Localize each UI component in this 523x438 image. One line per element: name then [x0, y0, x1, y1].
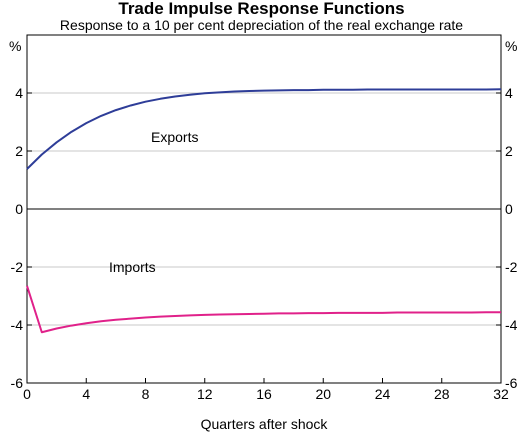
- y-tick-label-left: 2: [15, 143, 23, 159]
- y-tick-label-right: -6: [505, 375, 518, 391]
- axis-ticks: -6 -6-4 -4-2 -20 02 24 40 4 8 12 16 20 24 28 32: [11, 85, 518, 402]
- x-tick-label: 20: [315, 386, 331, 402]
- x-tick-label: 32: [493, 386, 509, 402]
- x-tick-label: 24: [375, 386, 391, 402]
- series-label-exports: Exports: [151, 129, 198, 145]
- y-tick-label-right: 4: [505, 85, 513, 101]
- x-tick-label: 0: [23, 386, 31, 402]
- chart-subtitle: Response to a 10 per cent depreciation o…: [60, 17, 463, 33]
- x-tick-label: 4: [82, 386, 90, 402]
- y-tick-label-right: 2: [505, 143, 513, 159]
- x-tick-label: 12: [197, 386, 213, 402]
- y-tick-label-left: -4: [11, 317, 24, 333]
- y-unit-right: %: [505, 38, 517, 54]
- x-tick-label: 28: [434, 386, 450, 402]
- y-unit-left: %: [9, 38, 21, 54]
- y-tick-label-left: 4: [15, 85, 23, 101]
- gridlines: [27, 92, 501, 384]
- x-tick-label: 16: [256, 386, 272, 402]
- y-tick-label-right: 0: [505, 201, 513, 217]
- y-tick-label-right: -2: [505, 259, 518, 275]
- y-tick-label-left: -2: [11, 259, 24, 275]
- series-line-exports: [26, 88, 502, 170]
- y-tick-label-right: -4: [505, 317, 518, 333]
- y-tick-label-left: 0: [15, 201, 23, 217]
- y-tick-label-left: -6: [11, 375, 24, 391]
- x-axis-label: Quarters after shock: [201, 416, 329, 432]
- chart-title: Trade Impulse Response Functions: [118, 0, 404, 18]
- series-line-imports: [26, 285, 501, 334]
- series-layer: [26, 88, 502, 334]
- series-label-imports: Imports: [109, 259, 156, 275]
- x-tick-label: 8: [142, 386, 150, 402]
